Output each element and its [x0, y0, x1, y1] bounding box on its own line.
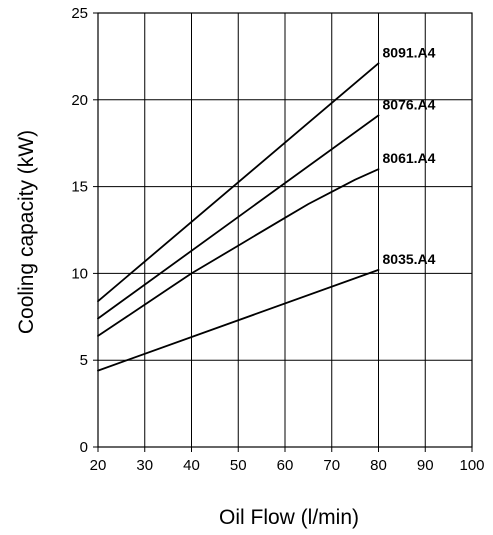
series-label-8035-a4: 8035.A4 [383, 251, 436, 267]
y-tick-label-0: 0 [80, 439, 88, 456]
series-line-8076-a4 [97, 114, 380, 320]
y-tick-labels: 0 5 10 15 20 25 [71, 5, 98, 456]
y-axis-title: Cooling capacity (kW) [15, 130, 38, 334]
x-tick-label-60: 60 [277, 457, 294, 474]
y-tick-label-25: 25 [71, 5, 88, 22]
series-line-8035-a4 [97, 268, 380, 372]
series-label-8091-a4: 8091.A4 [383, 44, 436, 60]
y-tick-label-15: 15 [71, 179, 88, 196]
x-tick-label-40: 40 [183, 457, 200, 474]
series-lines [97, 62, 380, 372]
series-line-8091-a4 [97, 62, 380, 303]
x-tick-label-80: 80 [370, 457, 387, 474]
x-tick-labels: 20 30 40 50 60 70 80 90 100 [90, 447, 485, 474]
series-label-8061-a4: 8061.A4 [383, 150, 436, 166]
x-tick-label-50: 50 [230, 457, 247, 474]
series-line-8061-a4 [97, 168, 380, 337]
y-tick-label-20: 20 [71, 92, 88, 109]
series-labels: 8091.A4 8076.A4 8061.A4 8035.A4 [383, 44, 436, 267]
series-label-8076-a4: 8076.A4 [383, 96, 436, 112]
grid [98, 13, 472, 447]
x-tick-label-90: 90 [417, 457, 434, 474]
x-tick-label-20: 20 [90, 457, 107, 474]
x-axis-title: Oil Flow (l/min) [219, 506, 359, 529]
x-tick-label-30: 30 [136, 457, 153, 474]
y-tick-label-10: 10 [71, 265, 88, 282]
x-tick-label-100: 100 [459, 457, 484, 474]
y-tick-label-5: 5 [80, 352, 88, 369]
x-tick-label-70: 70 [323, 457, 340, 474]
